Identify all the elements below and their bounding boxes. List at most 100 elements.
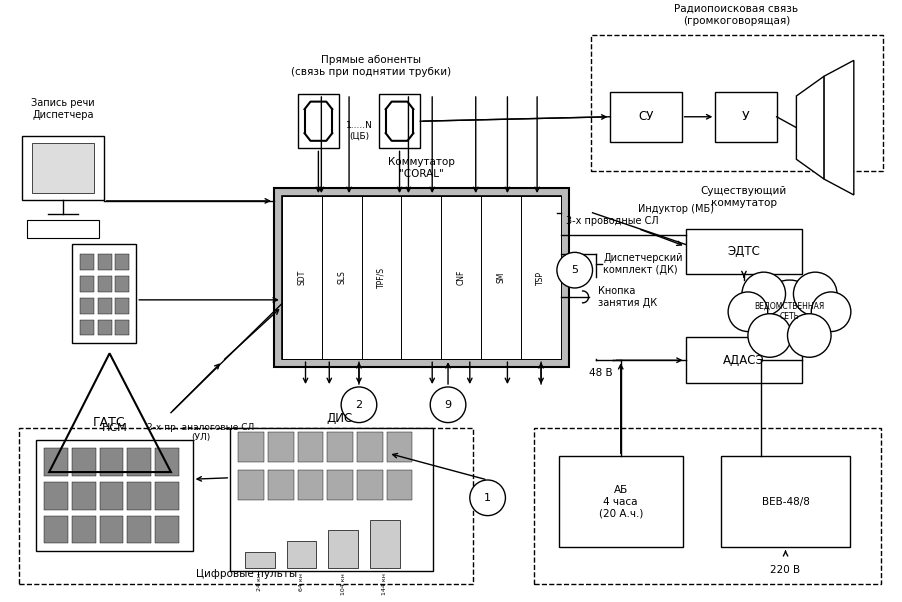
Bar [155, 448, 179, 476]
Circle shape [429, 387, 465, 423]
Bar [79, 254, 94, 270]
Text: 144 кн: 144 кн [382, 573, 387, 595]
Bar [230, 427, 433, 571]
Bar [32, 143, 94, 193]
Text: 9: 9 [444, 400, 451, 410]
Bar [238, 470, 263, 500]
Bar [72, 516, 96, 544]
Bar [441, 196, 481, 359]
Bar [534, 427, 879, 584]
Text: Коммутатор
"CORAL": Коммутатор "CORAL" [388, 158, 455, 179]
Bar [127, 516, 151, 544]
Bar [321, 196, 361, 359]
Bar [155, 482, 179, 510]
Text: ВЕДОМСТВЕННАЯ
СЕТЬ: ВЕДОМСТВЕННАЯ СЕТЬ [753, 302, 824, 321]
Text: TPF/S: TPF/S [376, 267, 385, 288]
Text: 64 кн: 64 кн [299, 573, 304, 591]
Bar [115, 320, 129, 335]
Bar [298, 432, 323, 462]
Circle shape [787, 314, 830, 357]
Bar [685, 338, 802, 383]
Bar [327, 470, 353, 500]
Bar [370, 520, 399, 568]
Text: АДАСЭ: АДАСЭ [723, 354, 764, 367]
Text: НСМ: НСМ [102, 423, 127, 432]
Text: 104 кн: 104 кн [340, 573, 345, 595]
Bar [44, 516, 68, 544]
Bar [287, 541, 316, 568]
Bar [99, 448, 124, 476]
Bar [386, 432, 412, 462]
Text: SDT: SDT [297, 270, 306, 285]
Text: ВЕВ-48/8: ВЕВ-48/8 [760, 497, 808, 507]
Bar [685, 229, 802, 274]
Bar [273, 188, 568, 367]
Bar [558, 456, 682, 547]
Text: ГАТС: ГАТС [93, 416, 125, 429]
Text: TSP: TSP [536, 270, 545, 285]
Text: Цифровые пульты: Цифровые пульты [196, 569, 297, 579]
Bar [590, 35, 881, 171]
Circle shape [757, 280, 820, 343]
Text: Диспетчерский
комплект (ДК): Диспетчерский комплект (ДК) [603, 253, 682, 275]
Circle shape [793, 272, 836, 315]
Circle shape [469, 480, 505, 516]
Bar [281, 196, 321, 359]
Bar [298, 470, 323, 500]
Bar [97, 320, 112, 335]
Text: Запись речи
Диспетчера: Запись речи Диспетчера [32, 98, 95, 120]
Text: ДИС: ДИС [326, 412, 352, 425]
Text: СУ: СУ [638, 110, 653, 123]
Bar [79, 276, 94, 292]
Text: 48 В: 48 В [588, 368, 612, 378]
Circle shape [557, 252, 592, 288]
Bar [97, 276, 112, 292]
Text: АБ
4 часа
(20 А.ч.): АБ 4 часа (20 А.ч.) [598, 485, 642, 518]
Circle shape [741, 272, 785, 315]
Bar [44, 448, 68, 476]
Text: 5: 5 [571, 265, 577, 275]
Bar [115, 276, 129, 292]
Bar [281, 196, 560, 359]
Bar [127, 448, 151, 476]
Text: 2-х пр. аналоговые СЛ
(УЛ): 2-х пр. аналоговые СЛ (УЛ) [147, 423, 254, 442]
Circle shape [341, 387, 376, 423]
Bar [97, 254, 112, 270]
Circle shape [727, 292, 767, 332]
Text: Существующий
коммутатор: Существующий коммутатор [700, 186, 787, 208]
Bar [72, 482, 96, 510]
Bar [97, 298, 112, 314]
Text: Кнопка
занятия ДК: Кнопка занятия ДК [598, 286, 657, 308]
Bar [327, 432, 353, 462]
Bar [356, 470, 382, 500]
Text: Индуктор (МБ): Индуктор (МБ) [638, 204, 713, 214]
Text: 1: 1 [483, 493, 491, 503]
Bar [386, 470, 412, 500]
Text: CNF: CNF [456, 270, 465, 285]
Bar [328, 530, 357, 568]
Bar [23, 135, 104, 200]
Text: 3-х проводные СЛ: 3-х проводные СЛ [566, 216, 658, 226]
Bar [400, 196, 441, 359]
Bar [155, 516, 179, 544]
Bar [36, 441, 192, 551]
Text: 220 В: 220 В [769, 565, 800, 575]
Bar [610, 92, 681, 141]
Circle shape [810, 292, 850, 332]
Text: Прямые абоненты
(связь при поднятии трубки): Прямые абоненты (связь при поднятии труб… [290, 55, 450, 77]
Bar [27, 220, 98, 238]
Bar [20, 427, 473, 584]
Bar [127, 482, 151, 510]
Bar [238, 432, 263, 462]
Bar [79, 320, 94, 335]
Text: SLS: SLS [336, 271, 345, 285]
Bar [714, 92, 776, 141]
Text: 2: 2 [355, 400, 362, 410]
Text: SM: SM [496, 272, 505, 284]
Bar [115, 254, 129, 270]
Bar [721, 456, 849, 547]
Bar [79, 298, 94, 314]
Bar [99, 516, 124, 544]
Bar [520, 196, 560, 359]
Bar [72, 244, 136, 343]
